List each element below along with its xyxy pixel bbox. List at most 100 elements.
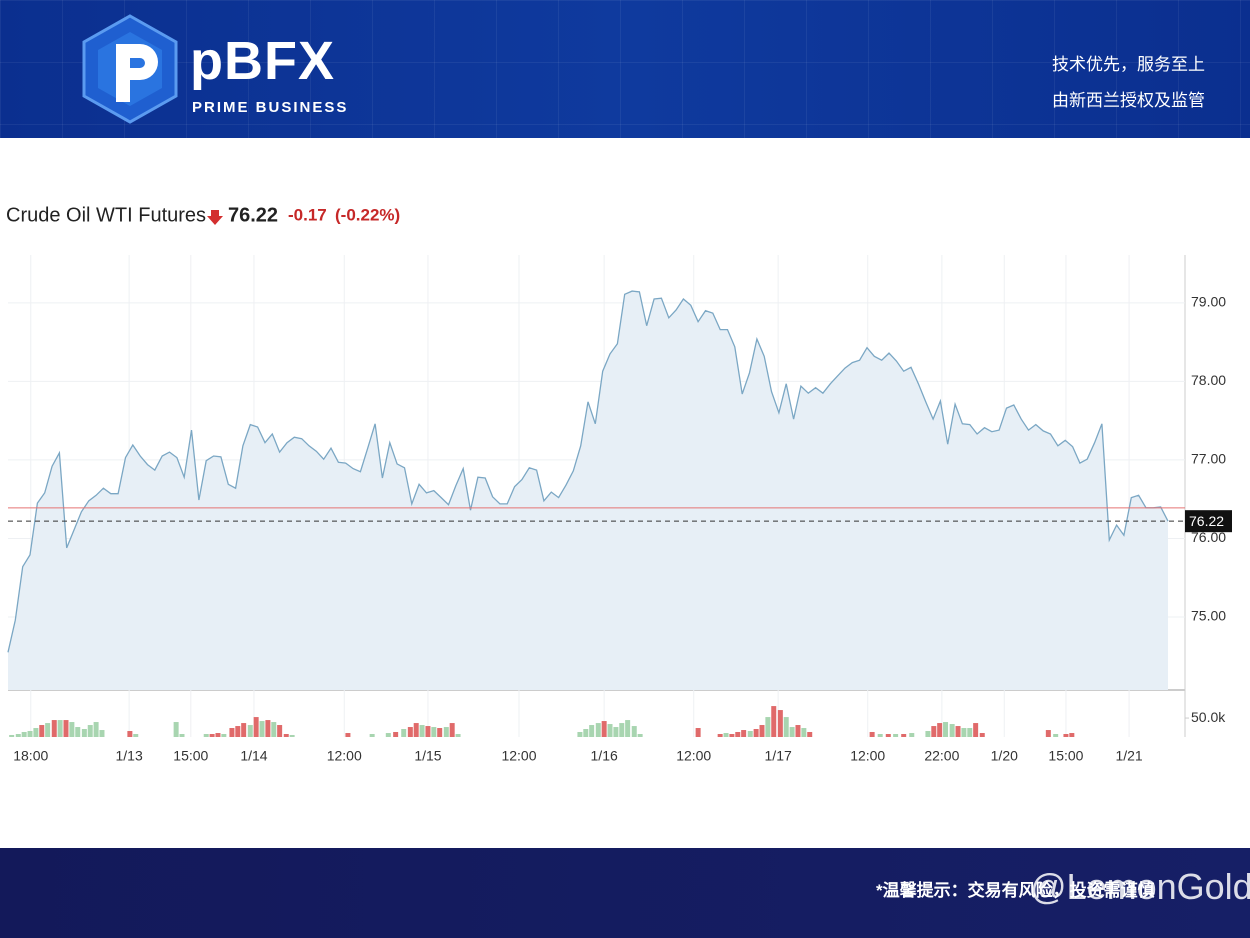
volume-bar	[99, 730, 105, 737]
volume-bar	[235, 726, 241, 737]
volume-bar	[209, 734, 215, 737]
logo-icon	[82, 14, 178, 124]
volume-bar	[437, 728, 443, 737]
x-tick-label: 12:00	[850, 748, 885, 764]
volume-bar	[1063, 734, 1069, 737]
y-tick-label: 77.00	[1191, 451, 1226, 467]
logo-subtitle: PRIME BUSINESS	[192, 99, 349, 116]
volume-bar	[127, 731, 133, 737]
volume-bar	[289, 734, 295, 737]
volume-bar	[413, 723, 419, 737]
volume-bar	[75, 727, 81, 737]
volume-bar	[69, 722, 75, 737]
x-tick-label: 1/13	[116, 748, 143, 764]
x-tick-label: 1/16	[591, 748, 618, 764]
last-price-box	[1185, 510, 1232, 533]
volume-bar	[283, 734, 289, 737]
footer: *温馨提示：交易有风险，投资需谨慎 @LemonGold	[0, 848, 1250, 938]
volume-bar	[455, 734, 461, 737]
volume-bar	[87, 725, 93, 737]
volume-bar	[449, 723, 455, 737]
volume-bar	[431, 727, 437, 737]
volume-bar	[717, 734, 723, 737]
volume-bar	[221, 734, 227, 737]
volume-bar	[33, 728, 39, 737]
volume-bar	[27, 731, 33, 737]
volume-bar	[259, 721, 265, 737]
volume-bar	[777, 710, 783, 737]
watermark: @LemonGold	[1030, 866, 1250, 907]
volume-bar	[937, 723, 943, 737]
volume-bar	[577, 731, 583, 737]
volume-bar	[949, 724, 955, 737]
volume-bar	[631, 726, 637, 737]
volume-bar	[973, 723, 979, 737]
price: 76.22	[228, 204, 278, 226]
volume-bar	[419, 725, 425, 737]
volume-bar	[15, 734, 21, 737]
volume-bar	[695, 728, 701, 737]
volume-bar	[869, 731, 875, 737]
volume-bar	[925, 731, 931, 737]
volume-bar	[901, 734, 907, 737]
last-price-label: 76.22	[1189, 513, 1224, 529]
x-tick-label: 15:00	[173, 748, 208, 764]
volume-bar	[39, 725, 45, 737]
volume-bar	[1069, 733, 1075, 737]
y-tick-label: 50.0k	[1191, 709, 1226, 725]
volume-bar	[369, 734, 375, 737]
volume-bar	[9, 734, 15, 737]
volume-bar	[613, 727, 619, 737]
volume-bar	[57, 720, 63, 737]
volume-bar	[619, 723, 625, 737]
volume-bar	[589, 725, 595, 737]
volume-bar	[345, 733, 351, 737]
volume-bar	[759, 725, 765, 737]
volume-bar	[723, 733, 729, 737]
volume-bar	[909, 733, 915, 737]
volume-bar	[407, 727, 413, 737]
volume-bar	[637, 734, 643, 737]
volume-bar	[893, 734, 899, 737]
y-tick-label: 79.00	[1191, 294, 1226, 310]
volume-bar	[979, 733, 985, 737]
x-tick-label: 1/20	[991, 748, 1018, 764]
slogan: 技术优先，服务至上	[1052, 55, 1205, 74]
volume-bar	[931, 726, 937, 737]
volume-bar	[789, 727, 795, 737]
volume-bar	[753, 729, 759, 737]
volume-bar	[583, 729, 589, 737]
x-tick-label: 15:00	[1048, 748, 1083, 764]
volume-bar	[735, 731, 741, 737]
volume-bar	[21, 731, 27, 737]
x-tick-label: 1/21	[1115, 748, 1142, 764]
volume-bar	[401, 729, 407, 737]
volume-bar	[943, 722, 949, 737]
change-percent: (-0.22%)	[335, 205, 400, 224]
volume-bar	[771, 706, 777, 737]
volume-bar	[271, 722, 277, 737]
volume-bar	[607, 724, 613, 737]
header: pBFX PRIME BUSINESS 技术优先，服务至上 由新西兰授权及监管	[0, 0, 1250, 138]
x-tick-label: 12:00	[501, 748, 536, 764]
y-tick-label: 75.00	[1191, 608, 1226, 624]
volume-bar	[81, 729, 87, 737]
volume-bar	[265, 720, 271, 737]
volume-bar	[729, 734, 735, 737]
volume-bar	[877, 734, 883, 737]
volume-bar	[807, 731, 813, 737]
volume-bar	[385, 733, 391, 737]
x-tick-label: 1/17	[765, 748, 792, 764]
x-tick-label: 12:00	[676, 748, 711, 764]
volume-bar	[595, 723, 601, 737]
volume-bar	[625, 720, 631, 737]
chart-title: Crude Oil WTI Futures	[6, 204, 206, 226]
volume-bar	[277, 725, 283, 737]
volume-bar	[241, 723, 247, 737]
y-tick-label: 76.00	[1191, 529, 1226, 545]
volume-bar	[961, 728, 967, 737]
volume-bar	[179, 734, 185, 737]
chart: Crude Oil WTI Futures 76.22 -0.17 (-0.22…	[6, 204, 1232, 764]
volume-bar	[203, 734, 209, 737]
